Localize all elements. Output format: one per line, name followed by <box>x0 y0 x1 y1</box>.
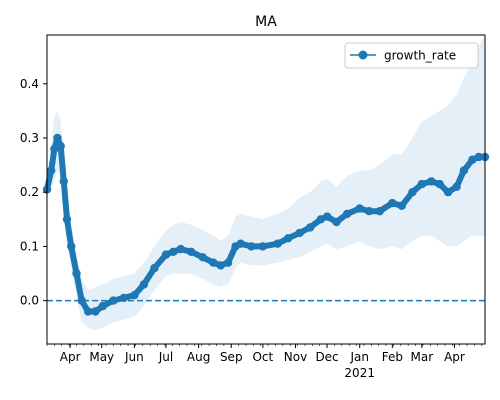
data-point <box>77 296 86 305</box>
x-tick-label: Jan <box>349 350 369 364</box>
data-point <box>474 152 483 162</box>
legend: growth_rate <box>344 42 479 69</box>
data-point <box>62 215 72 224</box>
data-point <box>452 182 461 191</box>
data-point <box>67 242 76 251</box>
data-point <box>375 207 384 216</box>
legend-box <box>344 42 479 69</box>
data-point <box>56 141 65 151</box>
plot-frame <box>46 34 486 345</box>
data-point <box>388 198 397 208</box>
x-tick-label: Apr <box>60 350 81 364</box>
data-point <box>72 269 81 278</box>
legend-marker-swatch <box>358 50 368 60</box>
x-tick-label: Sep <box>220 350 243 364</box>
data-point <box>236 239 245 248</box>
data-point <box>53 133 62 143</box>
confidence-band <box>47 35 485 331</box>
data-point <box>91 307 100 316</box>
data-point <box>322 212 332 221</box>
data-point <box>169 247 178 256</box>
data-point <box>365 207 374 216</box>
data-point <box>417 179 426 189</box>
data-point <box>283 234 293 243</box>
data-point <box>150 263 159 273</box>
data-point <box>342 209 352 219</box>
data-point <box>198 253 207 262</box>
data-point <box>223 258 233 267</box>
data-point <box>468 155 477 164</box>
data-point <box>427 177 436 186</box>
chart-title: MA <box>255 14 277 30</box>
x-tick-label: Feb <box>382 350 403 364</box>
data-point <box>408 188 417 197</box>
data-point <box>98 301 108 311</box>
y-tick-label: 0.3 <box>20 131 39 145</box>
y-tick-label: 0.4 <box>20 77 39 91</box>
y-tick-label: 0.1 <box>20 239 39 253</box>
data-point <box>397 201 406 210</box>
data-point <box>119 293 129 303</box>
data-point <box>316 215 325 224</box>
data-point <box>258 242 267 251</box>
data-point <box>139 280 149 289</box>
y-tick-label: 0.2 <box>20 185 39 199</box>
data-point <box>161 250 171 259</box>
x-tick-label: Oct <box>252 350 273 364</box>
data-point <box>435 179 444 189</box>
data-point <box>355 204 364 213</box>
data-point <box>83 307 93 316</box>
data-point <box>47 166 56 175</box>
data-point <box>209 258 218 267</box>
data-point <box>332 217 341 227</box>
x-tick-label: Aug <box>187 350 210 364</box>
x-tick-label: Jun <box>124 350 144 364</box>
data-point <box>216 261 225 270</box>
data-point <box>295 228 304 238</box>
data-point <box>59 177 68 186</box>
data-point <box>109 296 118 305</box>
data-point <box>187 247 196 256</box>
data-point <box>273 239 282 248</box>
x-tick-label: Jul <box>158 350 173 364</box>
data-point <box>130 291 139 300</box>
data-point <box>306 223 315 232</box>
data-point <box>247 242 256 251</box>
x-tick-label: Apr <box>444 350 465 364</box>
data-point <box>176 244 185 254</box>
x-tick-label: May <box>89 350 114 364</box>
data-point <box>443 188 453 197</box>
legend-label-growth-rate: growth_rate <box>384 49 456 63</box>
data-point <box>50 144 59 153</box>
y-tick-label: 0.0 <box>20 294 39 308</box>
x-tick-label: Nov <box>284 350 307 364</box>
x-tick-label: Dec <box>315 350 338 364</box>
data-point <box>459 166 469 175</box>
x-year-label: 2021 <box>344 366 375 380</box>
x-tick-label: Mar <box>411 350 434 364</box>
